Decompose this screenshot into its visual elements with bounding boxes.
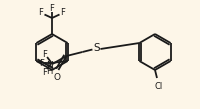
Text: O: O	[54, 72, 61, 82]
Text: N: N	[46, 60, 53, 70]
Text: F: F	[39, 59, 44, 67]
Text: F: F	[50, 4, 54, 14]
Text: H: H	[46, 67, 53, 77]
Text: F: F	[61, 9, 65, 18]
Text: F: F	[42, 67, 47, 77]
Text: Cl: Cl	[155, 82, 163, 90]
Text: S: S	[93, 43, 100, 53]
Text: F: F	[42, 49, 47, 59]
Text: F: F	[39, 9, 43, 18]
